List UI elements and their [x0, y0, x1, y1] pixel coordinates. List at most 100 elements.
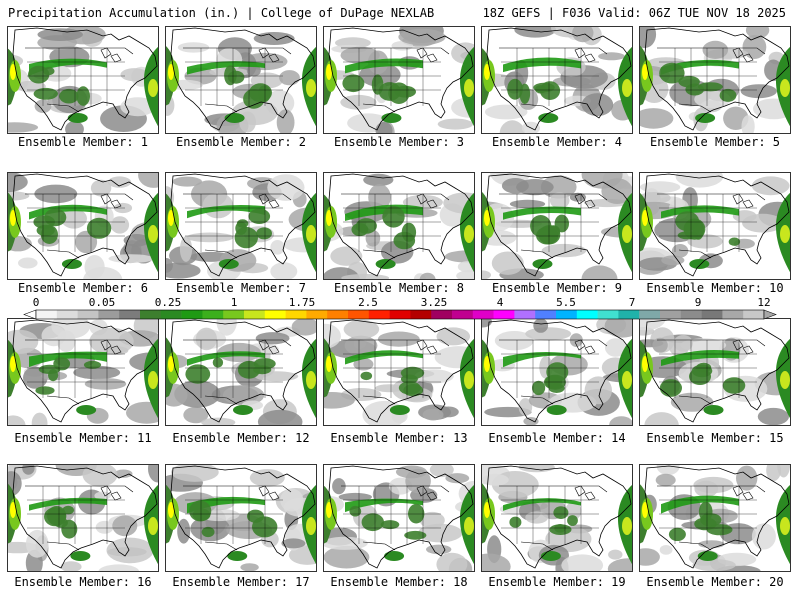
- ensemble-member-map: [165, 318, 317, 426]
- ensemble-member-map: [323, 464, 475, 572]
- ensemble-member-label: Ensemble Member: 9: [491, 281, 623, 295]
- colorbar-swatch: [285, 310, 307, 319]
- ensemble-member-map: [639, 172, 791, 280]
- ensemble-member-map: [165, 464, 317, 572]
- colorbar-swatch: [77, 310, 99, 319]
- colorbar-swatch: [327, 310, 349, 319]
- ensemble-member-label: Ensemble Member: 14: [488, 431, 626, 445]
- precipitation-map-icon: [165, 464, 317, 572]
- ensemble-member-label: Ensemble Member: 2: [175, 135, 307, 149]
- ensemble-member-label: Ensemble Member: 19: [488, 575, 626, 589]
- precipitation-map-icon: [639, 318, 791, 426]
- ensemble-member-map: [481, 464, 633, 572]
- ensemble-member-map: [639, 464, 791, 572]
- colorbar-tick-label: 0: [32, 296, 40, 309]
- colorbar-swatch: [202, 310, 224, 319]
- colorbar-swatch: [743, 310, 765, 319]
- colorbar-swatch: [576, 310, 598, 319]
- precipitation-map-icon: [481, 318, 633, 426]
- precipitation-map-icon: [639, 172, 791, 280]
- precipitation-map-icon: [165, 318, 317, 426]
- colorbar-arrow-left-icon: [23, 309, 37, 320]
- colorbar-swatch: [722, 310, 744, 319]
- colorbar-tick-label: 1.75: [288, 296, 316, 309]
- precipitation-map-icon: [323, 26, 475, 134]
- precipitation-map-icon: [323, 318, 475, 426]
- ensemble-member-label: Ensemble Member: 7: [175, 281, 307, 295]
- colorbar-swatch: [119, 310, 141, 319]
- colorbar-tick-label: 1: [230, 296, 238, 309]
- precipitation-map-icon: [639, 464, 791, 572]
- ensemble-member-label: Ensemble Member: 17: [172, 575, 310, 589]
- ensemble-member-label: Ensemble Member: 15: [646, 431, 784, 445]
- colorbar-swatch: [410, 310, 432, 319]
- ensemble-member-label: Ensemble Member: 11: [14, 431, 152, 445]
- colorbar-swatch: [306, 310, 328, 319]
- precipitation-map-icon: [323, 464, 475, 572]
- colorbar-swatch: [556, 310, 578, 319]
- colorbar-tick-label: 0.05: [88, 296, 116, 309]
- colorbar-swatch: [493, 310, 515, 319]
- colorbar-swatch: [660, 310, 682, 319]
- ensemble-member-label: Ensemble Member: 20: [646, 575, 784, 589]
- colorbar-tick-label: 2.5: [358, 296, 378, 309]
- colorbar-tick-label: 5.5: [556, 296, 576, 309]
- ensemble-member-map: [481, 172, 633, 280]
- precipitation-map-icon: [165, 26, 317, 134]
- ensemble-member-map: [7, 464, 159, 572]
- colorbar-tick-label: 9: [694, 296, 702, 309]
- colorbar-swatch: [639, 310, 661, 319]
- colorbar-scale: [23, 309, 777, 320]
- precipitation-colorbar: 0 0.05 0.25 1 1.75 2.5 3.25 4 5.5 7 9 12: [0, 296, 800, 322]
- colorbar-swatch: [368, 310, 390, 319]
- colorbar-swatch: [56, 310, 78, 319]
- colorbar-swatch: [701, 310, 723, 319]
- colorbar-swatch: [389, 310, 411, 319]
- ensemble-member-map: [7, 318, 159, 426]
- colorbar-swatch: [597, 310, 619, 319]
- colorbar-tick-label: 4: [496, 296, 504, 309]
- ensemble-member-map: [165, 172, 317, 280]
- precipitation-map-icon: [7, 318, 159, 426]
- ensemble-member-map: [639, 26, 791, 134]
- header-bar: Precipitation Accumulation (in.) | Colle…: [0, 0, 800, 24]
- ensemble-member-map: [7, 172, 159, 280]
- colorbar-swatch: [264, 310, 286, 319]
- precipitation-map-icon: [481, 464, 633, 572]
- ensemble-member-label: Ensemble Member: 1: [17, 135, 149, 149]
- ensemble-member-map: [7, 26, 159, 134]
- precipitation-map-icon: [639, 26, 791, 134]
- precipitation-map-icon: [323, 172, 475, 280]
- precipitation-map-icon: [481, 172, 633, 280]
- colorbar-swatch: [680, 310, 702, 319]
- ensemble-member-label: Ensemble Member: 12: [172, 431, 310, 445]
- ensemble-member-map: [639, 318, 791, 426]
- colorbar-swatch: [140, 310, 162, 319]
- model-run-info: 18Z GEFS | F036 Valid: 06Z TUE NOV 18 20…: [482, 6, 786, 20]
- ensemble-member-label: Ensemble Member: 18: [330, 575, 468, 589]
- ensemble-member-map: [165, 26, 317, 134]
- ensemble-member-map: [323, 172, 475, 280]
- colorbar-swatch: [98, 310, 120, 319]
- ensemble-member-label: Ensemble Member: 4: [491, 135, 623, 149]
- colorbar-swatch: [36, 310, 58, 319]
- ensemble-member-label: Ensemble Member: 5: [649, 135, 781, 149]
- colorbar-swatch: [452, 310, 474, 319]
- ensemble-member-map: [481, 318, 633, 426]
- colorbar-swatch: [514, 310, 536, 319]
- colorbar-swatch: [431, 310, 453, 319]
- colorbar-tick-label: 3.25: [420, 296, 448, 309]
- colorbar-swatch: [223, 310, 245, 319]
- map-title: Precipitation Accumulation (in.) | Colle…: [8, 6, 435, 20]
- colorbar-swatch: [535, 310, 557, 319]
- ensemble-member-label: Ensemble Member: 8: [333, 281, 465, 295]
- precipitation-map-icon: [7, 26, 159, 134]
- colorbar-swatch: [472, 310, 494, 319]
- ensemble-member-map: [323, 26, 475, 134]
- colorbar-tick-label: 0.25: [154, 296, 182, 309]
- ensemble-member-label: Ensemble Member: 10: [646, 281, 784, 295]
- precipitation-map-icon: [481, 26, 633, 134]
- precipitation-map-icon: [165, 172, 317, 280]
- ensemble-member-label: Ensemble Member: 3: [333, 135, 465, 149]
- ensemble-member-map: [323, 318, 475, 426]
